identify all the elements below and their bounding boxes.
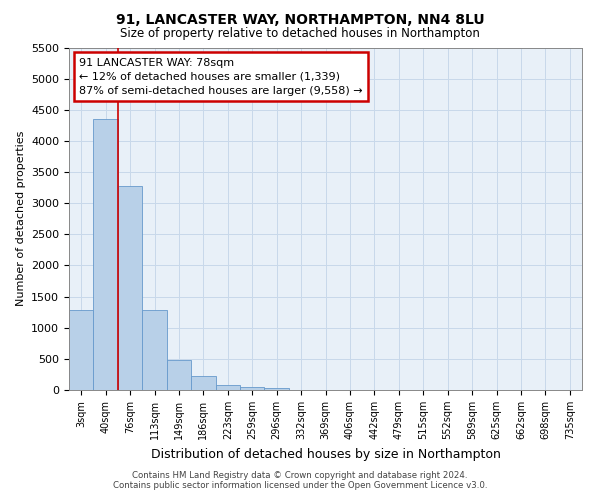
- Bar: [94, 119, 118, 390]
- Bar: [118, 186, 142, 390]
- Bar: [142, 310, 167, 390]
- Bar: [167, 360, 191, 390]
- Text: 91, LANCASTER WAY, NORTHAMPTON, NN4 8LU: 91, LANCASTER WAY, NORTHAMPTON, NN4 8LU: [116, 12, 484, 26]
- Text: Contains HM Land Registry data © Crown copyright and database right 2024.
Contai: Contains HM Land Registry data © Crown c…: [113, 470, 487, 490]
- Bar: [69, 310, 94, 390]
- X-axis label: Distribution of detached houses by size in Northampton: Distribution of detached houses by size …: [151, 448, 500, 460]
- Y-axis label: Number of detached properties: Number of detached properties: [16, 131, 26, 306]
- Text: 91 LANCASTER WAY: 78sqm
← 12% of detached houses are smaller (1,339)
87% of semi: 91 LANCASTER WAY: 78sqm ← 12% of detache…: [79, 58, 363, 96]
- Bar: [215, 385, 240, 390]
- Text: Size of property relative to detached houses in Northampton: Size of property relative to detached ho…: [120, 28, 480, 40]
- Bar: [240, 387, 265, 390]
- Bar: [191, 376, 215, 390]
- Bar: [265, 388, 289, 390]
